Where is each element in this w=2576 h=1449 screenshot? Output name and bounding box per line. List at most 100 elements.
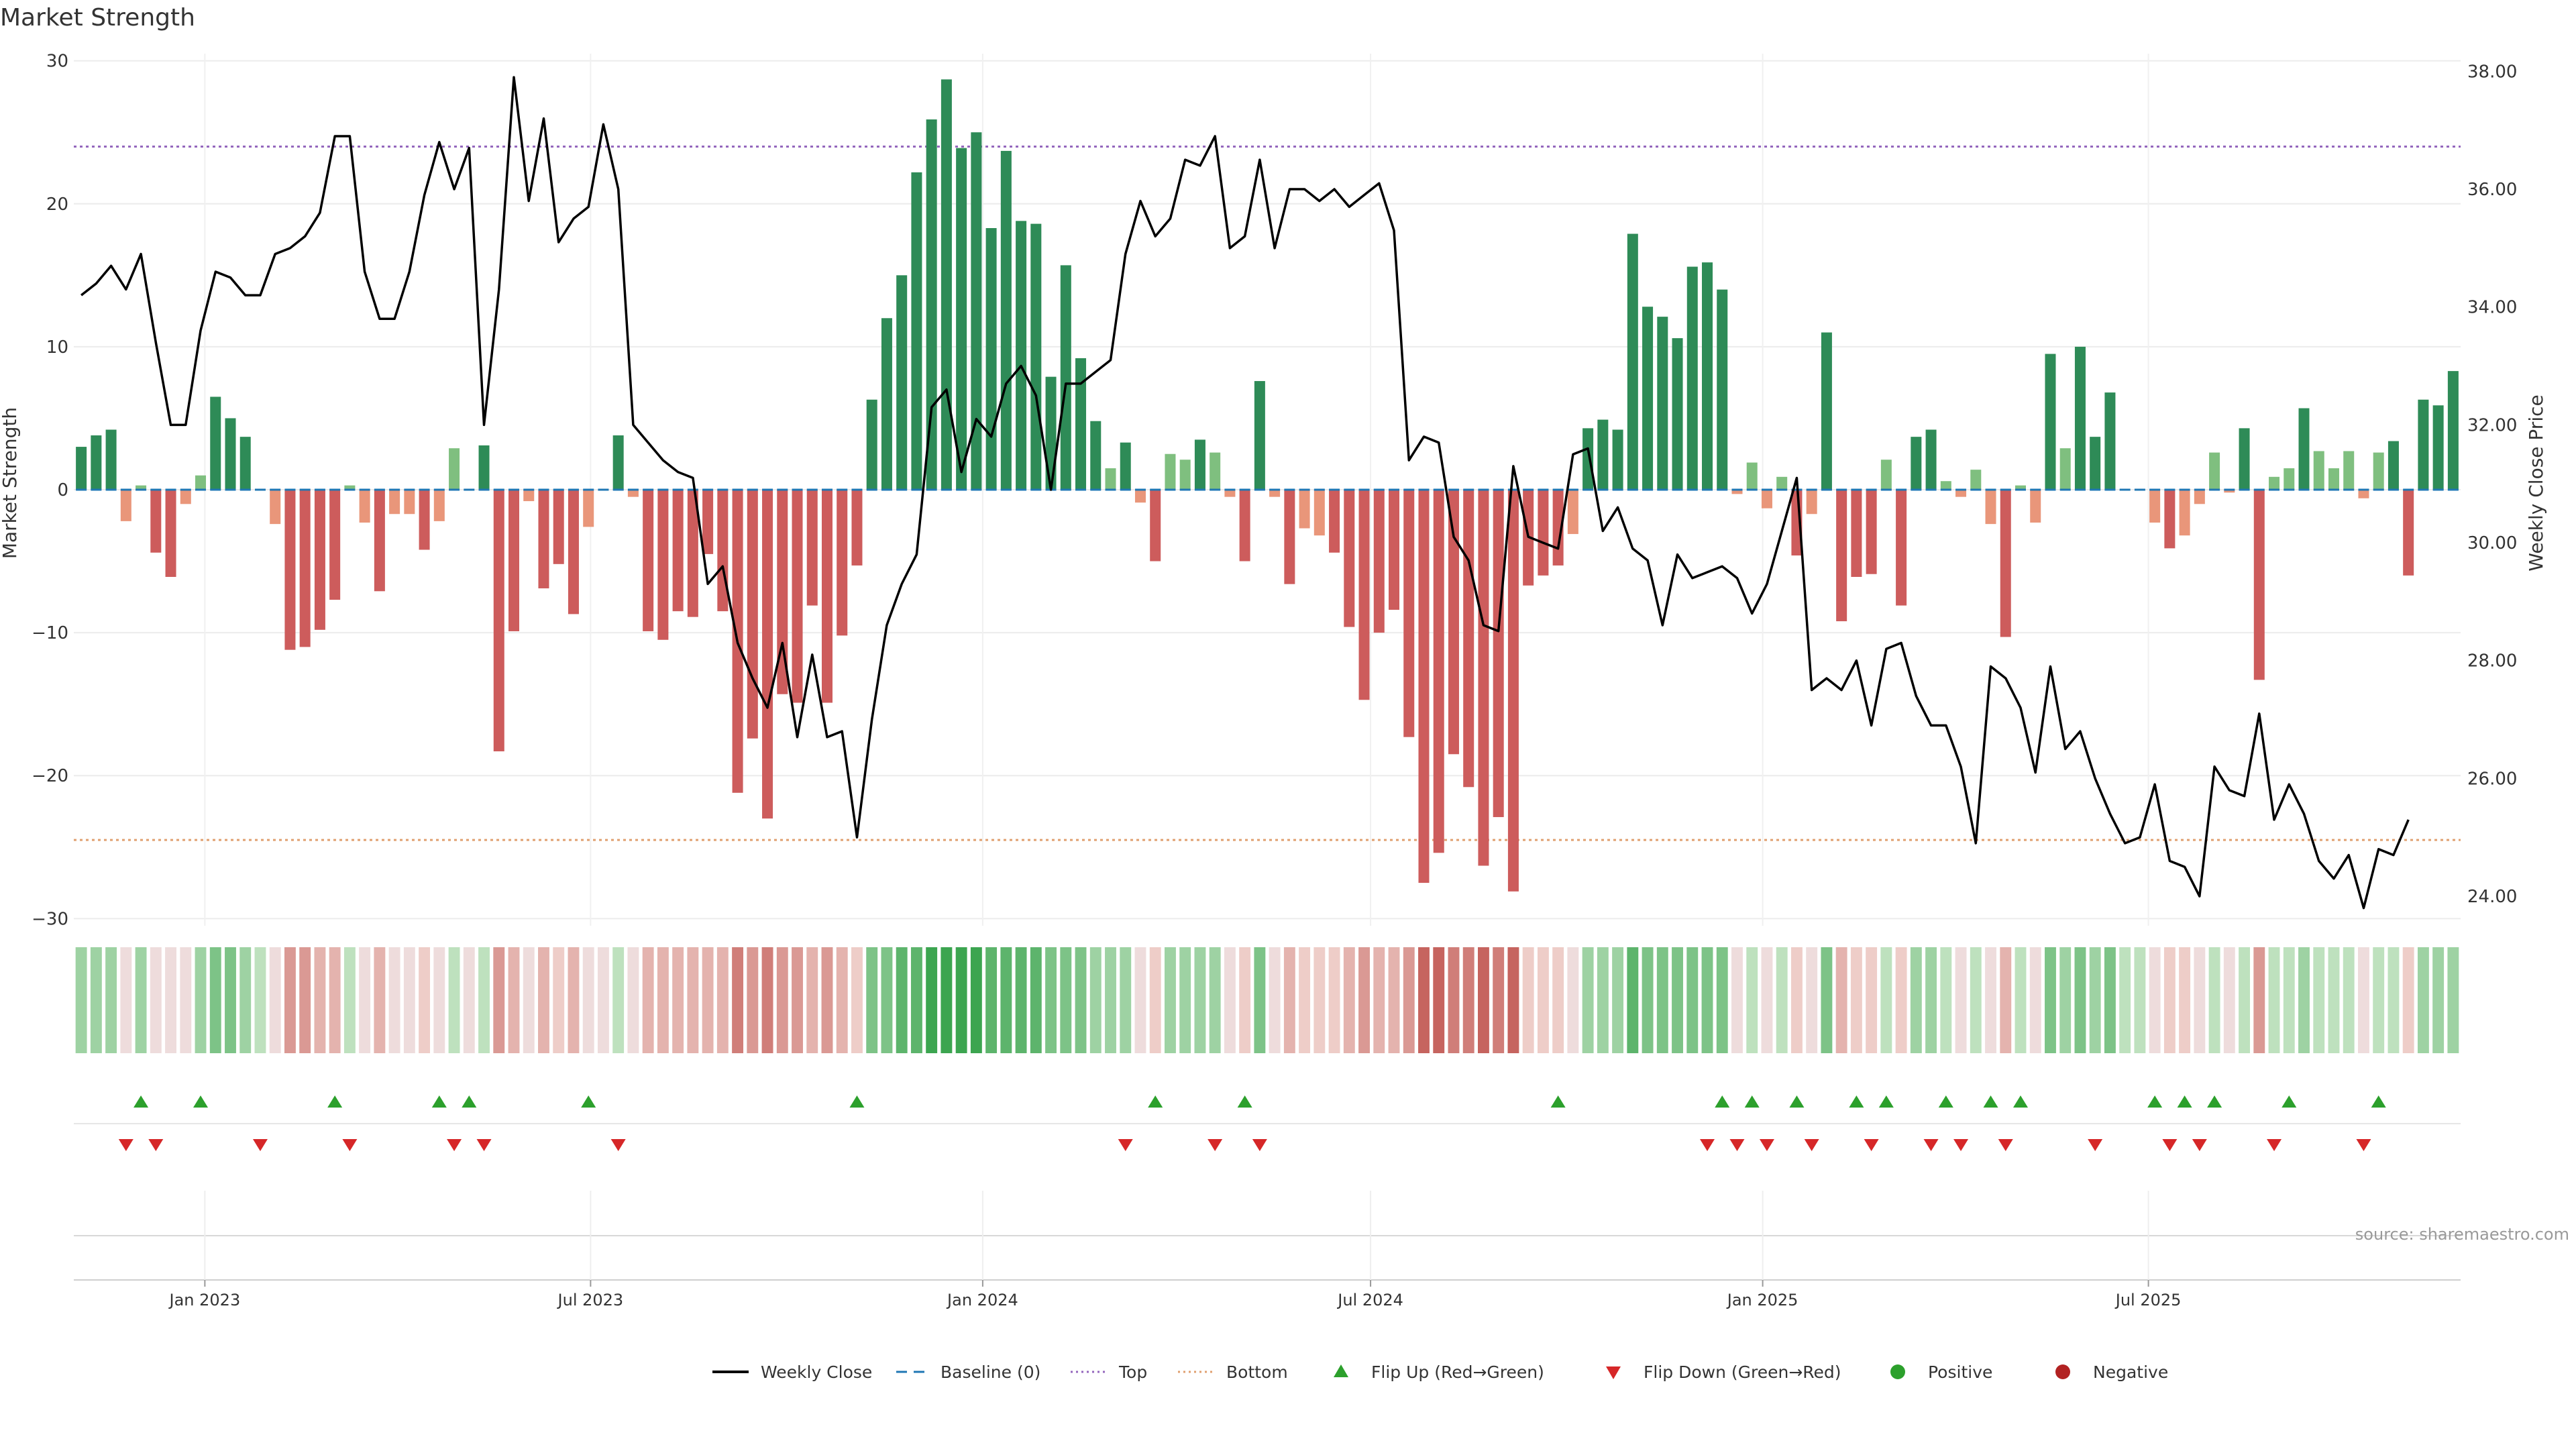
heat-cell	[463, 947, 475, 1053]
flip-down-marker	[118, 1139, 133, 1151]
heat-cell	[1015, 947, 1027, 1053]
strength-bar-negative	[702, 490, 714, 554]
flip-down-marker	[610, 1139, 626, 1151]
heat-cell	[2268, 947, 2280, 1053]
heat-cell	[1746, 947, 1758, 1053]
flip-up-marker	[849, 1095, 865, 1108]
flip-up-marker	[1550, 1095, 1566, 1108]
heat-cell	[2163, 947, 2176, 1053]
flip-up-marker	[1983, 1095, 1998, 1108]
heat-cell	[150, 947, 162, 1053]
strength-bar-positive	[956, 148, 967, 490]
y-right-axis-label: Weekly Close Price	[2525, 394, 2547, 571]
y-left-axis-label: Market Strength	[0, 407, 21, 559]
heat-cell	[105, 947, 117, 1053]
heat-cell	[1254, 947, 1266, 1053]
heat-cell	[642, 947, 654, 1053]
strength-bar-positive	[1911, 437, 1922, 490]
heat-cell	[1895, 947, 1907, 1053]
heat-cell	[1716, 947, 1728, 1053]
legend-dot-icon	[2055, 1364, 2070, 1379]
heat-cell	[538, 947, 549, 1053]
strength-bar-positive	[195, 475, 207, 490]
strength-bar-negative	[1134, 490, 1146, 503]
strength-bar-positive	[2328, 468, 2339, 490]
flip-up-marker	[2371, 1095, 2386, 1108]
heat-cell	[374, 947, 386, 1053]
heat-cell	[180, 947, 192, 1053]
flip-down-marker	[2192, 1139, 2207, 1151]
legend-item: Flip Up (Red→Green)	[1334, 1362, 1544, 1382]
flip-up-marker	[2177, 1095, 2192, 1108]
heat-cell	[1000, 947, 1012, 1053]
y-left-tick-label: −30	[32, 909, 68, 929]
heat-cell	[388, 947, 400, 1053]
strength-bar-negative	[1344, 490, 1355, 627]
flip-down-marker	[342, 1139, 358, 1151]
heat-cell	[493, 947, 505, 1053]
heat-cell	[732, 947, 744, 1053]
heat-cell	[523, 947, 535, 1053]
strength-bar-positive	[1045, 376, 1057, 490]
heat-cell	[851, 947, 863, 1053]
heat-cell	[1597, 947, 1609, 1053]
heat-cell	[896, 947, 908, 1053]
heat-cell	[1299, 947, 1311, 1053]
heat-cell	[165, 947, 176, 1053]
heat-cell	[1224, 947, 1236, 1053]
strength-bar-positive	[1925, 429, 1937, 490]
strength-bar-positive	[225, 418, 236, 490]
heat-cell	[359, 947, 371, 1053]
reference-lines	[74, 146, 2461, 841]
heat-cell	[2149, 947, 2161, 1053]
heat-cell	[75, 947, 87, 1053]
y-right-tick-label: 30.00	[2467, 533, 2517, 553]
strength-bar-positive	[612, 435, 624, 490]
chart-title: Market Strength	[0, 4, 195, 32]
strength-bar-positive	[1030, 223, 1042, 490]
flip-down-marker	[148, 1139, 164, 1151]
legend-item: Bottom	[1178, 1362, 1288, 1382]
strength-bar-negative	[1731, 490, 1743, 494]
strength-bar-positive	[911, 172, 922, 490]
strength-bar-positive	[1090, 421, 1102, 490]
heat-cell	[792, 947, 803, 1053]
strength-bar-negative	[1478, 490, 1489, 866]
heat-cell	[1627, 947, 1639, 1053]
strength-bar-positive	[985, 228, 997, 490]
strength-bar-positive	[1194, 439, 1205, 490]
heat-cell	[1030, 947, 1042, 1053]
heat-cell	[1537, 947, 1549, 1053]
strength-bar-positive	[1746, 462, 1758, 490]
flip-up-marker	[133, 1095, 149, 1108]
heat-cell	[2029, 947, 2041, 1053]
heat-cell	[299, 947, 311, 1053]
legend: Weekly Close Baseline (0) Top Bottom Flip Up…	[712, 1362, 2168, 1382]
heat-cell	[1477, 947, 1489, 1053]
strength-bar-positive	[2298, 408, 2310, 490]
heat-cell	[2089, 947, 2101, 1053]
heat-cell	[1120, 947, 1132, 1053]
strength-bar-positive	[1016, 221, 1027, 490]
heat-cell	[1060, 947, 1072, 1053]
heat-cell	[761, 947, 773, 1053]
flip-down-marker	[1252, 1139, 1267, 1151]
heat-cell	[120, 947, 132, 1053]
heat-cell	[627, 947, 639, 1053]
heat-cell	[1955, 947, 1967, 1053]
heat-cell	[702, 947, 714, 1053]
strength-bar-negative	[2403, 490, 2414, 576]
strength-bar-negative	[270, 490, 281, 525]
strength-bar-negative	[1150, 490, 1161, 561]
flip-up-marker	[1878, 1095, 1894, 1108]
flip-down-marker	[1998, 1139, 2013, 1151]
strength-bar-positive	[1597, 419, 1609, 490]
heat-cell	[2387, 947, 2400, 1053]
heat-cell	[225, 947, 236, 1053]
flip-up-marker	[1744, 1095, 1760, 1108]
strength-bar-positive	[1120, 442, 1131, 490]
heat-cell	[1165, 947, 1176, 1053]
strength-bar-negative	[523, 490, 535, 502]
legend-dot-icon	[1890, 1364, 1905, 1379]
strength-bar-negative	[508, 490, 520, 631]
